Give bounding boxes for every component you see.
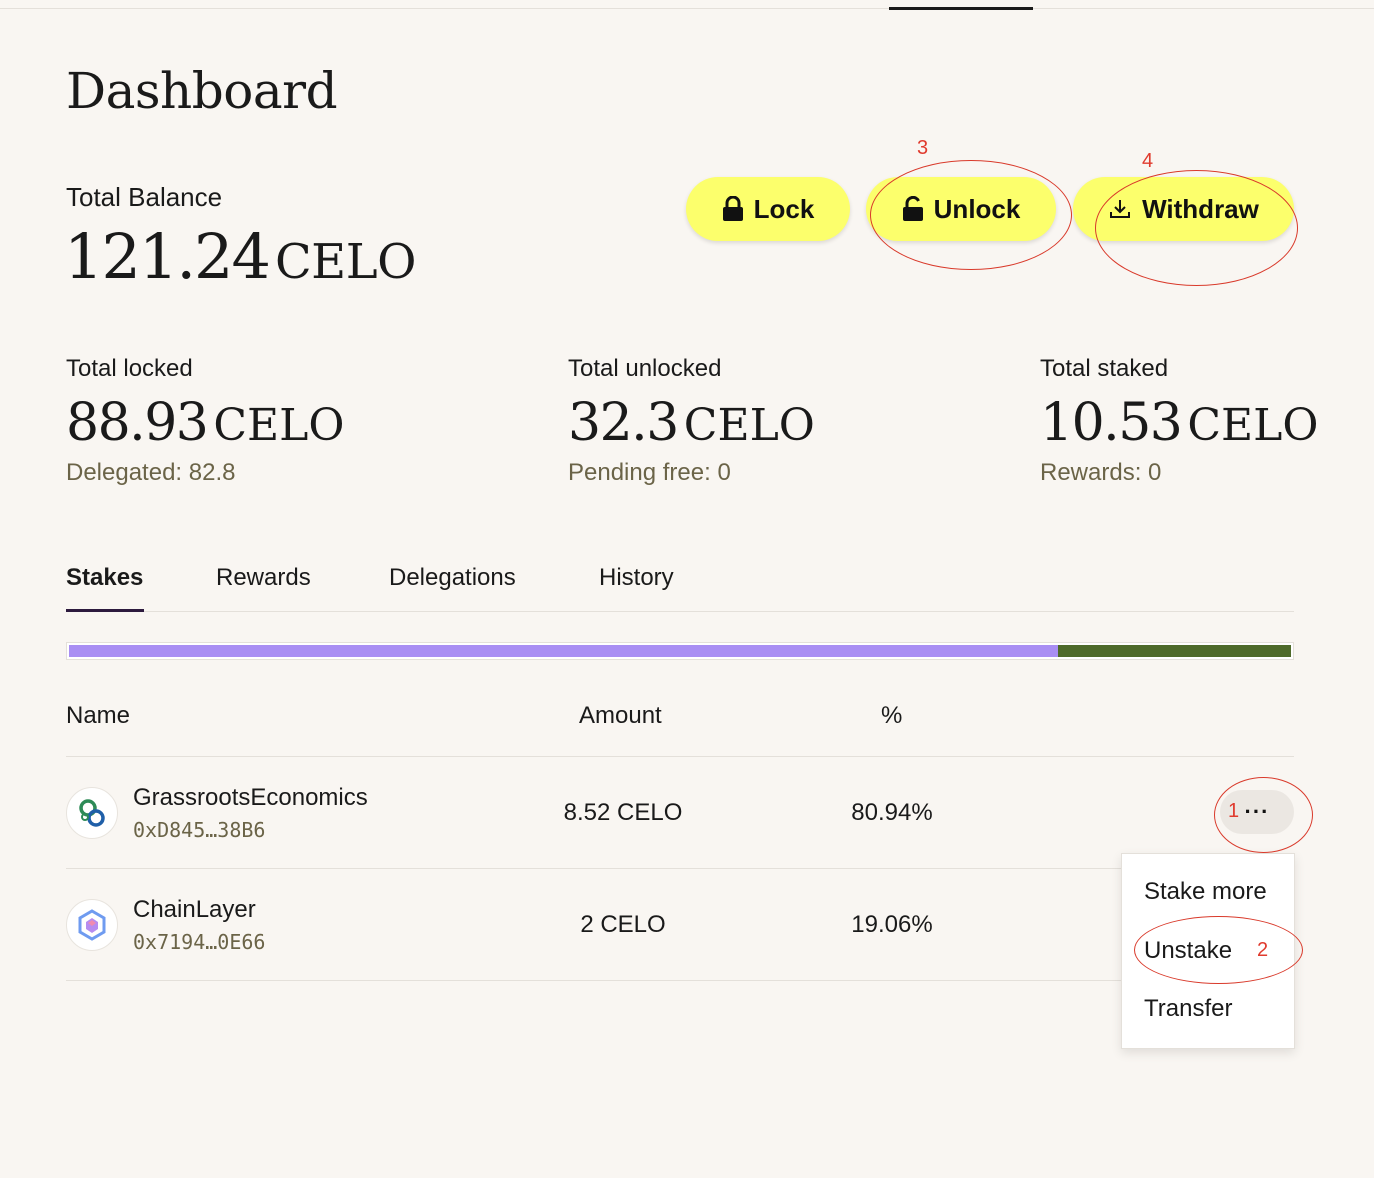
chainlayer-logo-icon xyxy=(66,899,118,951)
more-options-button[interactable]: ··· xyxy=(1220,790,1294,834)
tab-stakes[interactable]: Stakes xyxy=(66,564,144,591)
validator-address: 0xD845…38B6 xyxy=(133,818,266,842)
annotation-4: 4 xyxy=(1142,150,1154,172)
stat-amount: 88.93 xyxy=(66,393,209,453)
total-balance-value: 121.24 CELO xyxy=(64,220,416,293)
stat-value: 32.3 CELO xyxy=(568,393,815,453)
stat-value: 88.93 CELO xyxy=(66,393,344,453)
stat-total-locked: Total locked 88.93 CELO Delegated: 82.8 xyxy=(66,355,344,487)
stake-distribution-bar xyxy=(66,642,1294,660)
column-header-percent: % xyxy=(881,702,903,729)
stat-value: 10.53 CELO xyxy=(1040,393,1318,453)
active-tab-indicator xyxy=(66,609,144,612)
menu-item-transfer[interactable]: Transfer xyxy=(1144,995,1233,1022)
stat-label: Total unlocked xyxy=(568,355,722,382)
grassroots-logo-icon xyxy=(66,787,118,839)
menu-item-stake-more[interactable]: Stake more xyxy=(1144,878,1267,905)
column-header-name: Name xyxy=(66,702,131,729)
withdraw-button[interactable]: Withdraw xyxy=(1073,177,1294,241)
table-divider xyxy=(66,980,1294,981)
validator-address: 0x7194…0E66 xyxy=(133,930,266,954)
top-nav-active-indicator xyxy=(889,7,1033,10)
lock-icon xyxy=(722,196,744,222)
tab-delegations[interactable]: Delegations xyxy=(389,564,516,591)
download-icon xyxy=(1108,197,1132,221)
distribution-segment-1 xyxy=(69,645,1059,657)
table-divider xyxy=(66,756,1294,757)
withdraw-button-label: Withdraw xyxy=(1142,193,1259,224)
lock-button[interactable]: Lock xyxy=(686,177,850,241)
stat-total-staked: Total staked 10.53 CELO Rewards: 0 xyxy=(1040,355,1318,487)
stat-unit: CELO xyxy=(683,400,815,451)
stake-options-menu: Stake more Unstake Transfer xyxy=(1121,853,1295,1049)
tab-history[interactable]: History xyxy=(599,564,674,591)
stake-percent: 80.94% xyxy=(851,799,933,826)
stat-label: Total locked xyxy=(66,355,193,382)
total-balance-label: Total Balance xyxy=(66,182,223,212)
validator-name: GrassrootsEconomics xyxy=(133,784,368,811)
distribution-segment-2 xyxy=(1058,645,1291,657)
stat-sub: Pending free: 0 xyxy=(568,459,731,486)
total-balance-unit: CELO xyxy=(274,234,417,290)
stat-amount: 10.53 xyxy=(1040,393,1183,453)
top-divider xyxy=(0,8,1374,9)
menu-item-unstake[interactable]: Unstake xyxy=(1144,937,1233,964)
annotation-2: 2 xyxy=(1257,939,1269,961)
total-balance-amount: 121.24 xyxy=(64,220,271,293)
stake-amount: 2 CELO xyxy=(580,911,666,938)
annotation-1: 1 xyxy=(1228,800,1240,822)
stat-unit: CELO xyxy=(1187,400,1319,451)
lock-button-label: Lock xyxy=(753,193,815,224)
stat-sub: Rewards: 0 xyxy=(1040,459,1162,486)
column-header-amount: Amount xyxy=(579,702,662,729)
stat-sub: Delegated: 82.8 xyxy=(66,459,236,486)
stat-unit: CELO xyxy=(213,400,345,451)
tab-bar: Stakes Rewards Delegations History xyxy=(66,560,1294,612)
page-title: Dashboard xyxy=(66,62,338,120)
unlock-button[interactable]: Unlock xyxy=(866,177,1056,241)
stake-amount: 8.52 CELO xyxy=(563,799,683,826)
stat-label: Total staked xyxy=(1040,355,1169,382)
validator-name: ChainLayer xyxy=(133,896,256,923)
stake-percent: 19.06% xyxy=(851,911,933,938)
table-divider xyxy=(66,868,1294,869)
unlock-button-label: Unlock xyxy=(933,193,1021,224)
unlock-icon xyxy=(902,196,924,222)
stat-total-unlocked: Total unlocked 32.3 CELO Pending free: 0 xyxy=(568,355,815,487)
annotation-3: 3 xyxy=(917,137,929,159)
stat-amount: 32.3 xyxy=(568,393,679,453)
tab-rewards[interactable]: Rewards xyxy=(216,564,311,591)
